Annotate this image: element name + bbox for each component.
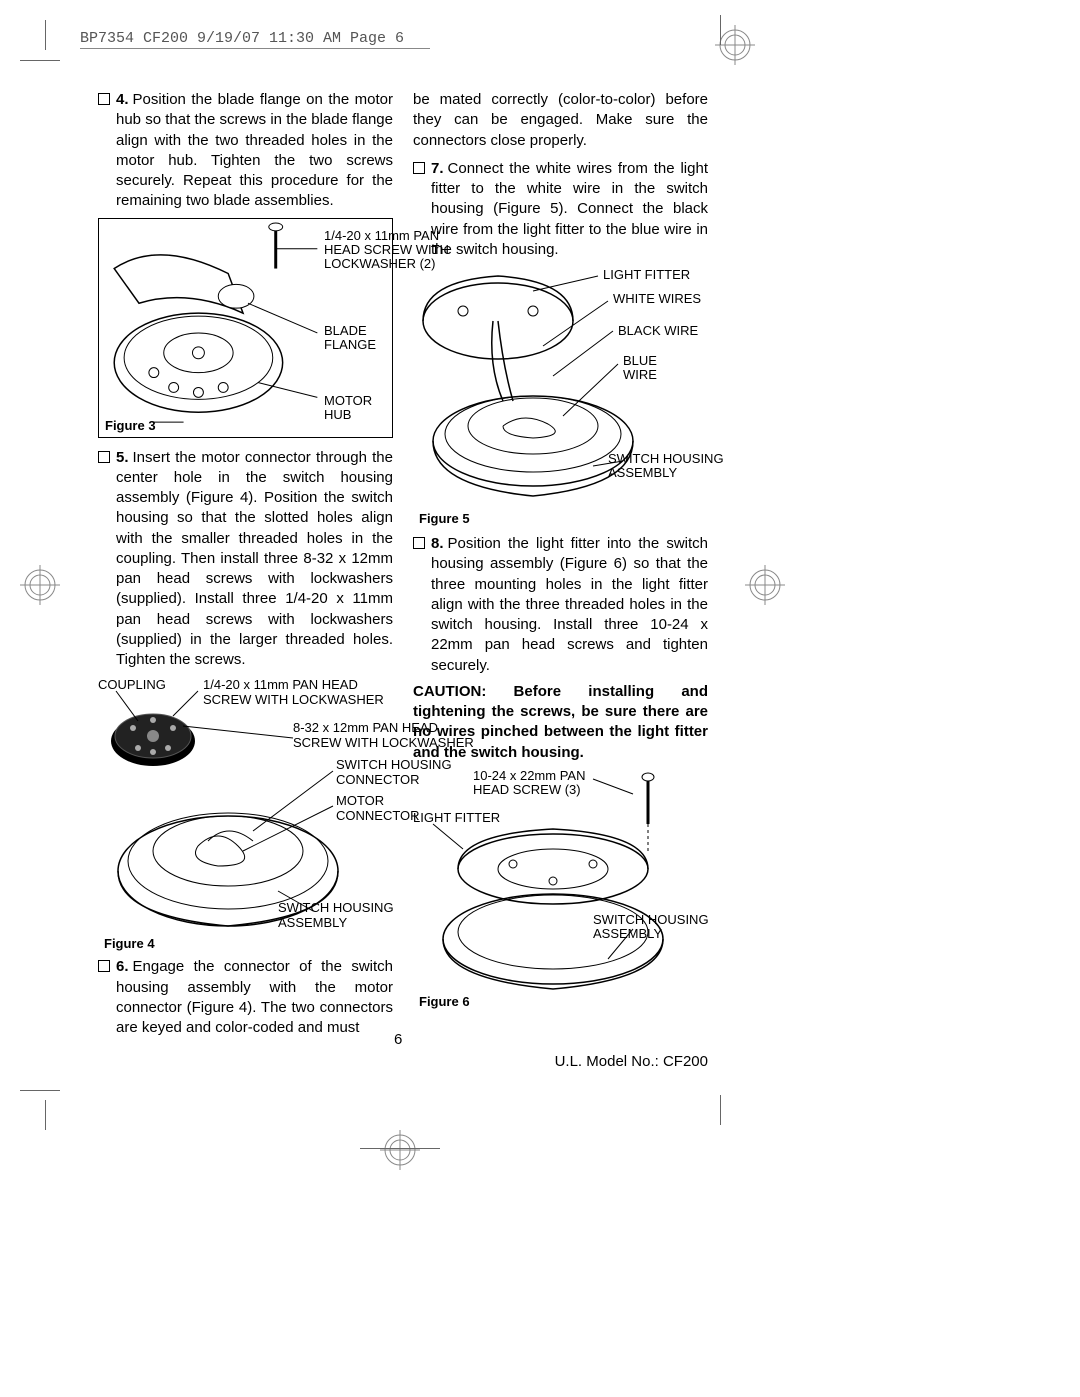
checkbox-icon (98, 960, 110, 972)
model-number: U.L. Model No.: CF200 (555, 1053, 708, 1070)
crop-mark (20, 1090, 60, 1091)
crop-mark (720, 15, 721, 45)
step-number: 4. (116, 91, 129, 108)
crop-mark (360, 1148, 440, 1149)
figure-3-label: Figure 3 (105, 418, 156, 433)
label-shasm6: SWITCH HOUSING ASSEMBLY (593, 913, 709, 942)
caution-text: CAUTION: Before installing and tightenin… (413, 682, 708, 763)
label-shasm4: SWITCH HOUSING ASSEMBLY (278, 901, 394, 930)
label-mconn: MOTOR CONNECTOR (336, 794, 420, 823)
figure-6-label: Figure 6 (419, 994, 470, 1009)
header-underline (80, 48, 430, 49)
registration-mark-top (715, 25, 755, 65)
step-8: 8.Position the light fitter into the swi… (413, 534, 708, 676)
label-blue: BLUE WIRE (623, 354, 657, 383)
checkbox-icon (98, 93, 110, 105)
label-shasm5: SWITCH HOUSING ASSEMBLY (608, 452, 724, 481)
crop-mark (720, 1095, 721, 1125)
step-number: 6. (116, 958, 129, 975)
right-column: be mated correctly (color-to-color) befo… (413, 90, 708, 1044)
figure-6-diagram (413, 769, 708, 1009)
label-coupling: COUPLING (98, 678, 166, 692)
page-content: 4.Position the blade flange on the motor… (98, 90, 708, 1044)
registration-mark-left (20, 565, 60, 605)
label-fitter6: LIGHT FITTER (413, 811, 500, 825)
checkbox-icon (98, 451, 110, 463)
label-screw6: 10-24 x 22mm PAN HEAD SCREW (3) (473, 769, 585, 798)
crop-mark (45, 20, 46, 50)
print-header: BP7354 CF200 9/19/07 11:30 AM Page 6 (80, 30, 404, 47)
label-fitter5: LIGHT FITTER (603, 268, 690, 282)
figure-6: 10-24 x 22mm PAN HEAD SCREW (3) LIGHT FI… (413, 769, 708, 1009)
label-black: BLACK WIRE (618, 324, 698, 338)
figure-5: LIGHT FITTER WHITE WIRES BLACK WIRE BLUE… (413, 266, 708, 526)
step-7: 7.Connect the white wires from the light… (413, 159, 708, 260)
crop-mark (45, 1100, 46, 1130)
label-hub: MOTOR HUB (324, 394, 392, 423)
label-flange: BLADE FLANGE (324, 324, 376, 353)
registration-mark-right (745, 565, 785, 605)
figure-4: COUPLING 1/4-20 x 11mm PAN HEAD SCREW WI… (98, 676, 393, 951)
page-number: 6 (394, 1031, 402, 1048)
left-column: 4.Position the blade flange on the motor… (98, 90, 393, 1044)
step-body: Insert the motor connector through the c… (116, 449, 393, 669)
step-body: Engage the connector of the switch housi… (116, 958, 393, 1036)
checkbox-icon (413, 162, 425, 174)
step-body: Position the blade flange on the motor h… (116, 91, 393, 209)
step-number: 5. (116, 449, 129, 466)
figure-5-label: Figure 5 (419, 511, 470, 526)
crop-mark (20, 60, 60, 61)
step-5: 5.Insert the motor connector through the… (98, 448, 393, 671)
step-number: 7. (431, 160, 444, 177)
step-4: 4.Position the blade flange on the motor… (98, 90, 393, 212)
label-white: WHITE WIRES (613, 292, 701, 306)
registration-mark-bottom (380, 1130, 420, 1170)
checkbox-icon (413, 537, 425, 549)
figure-3: 1/4-20 x 11mm PAN HEAD SCREW WITH LOCKWA… (98, 218, 393, 438)
step-body: Position the light fitter into the switc… (431, 535, 708, 674)
figure-4-label: Figure 4 (104, 936, 155, 951)
label-screw1: 1/4-20 x 11mm PAN HEAD SCREW WITH LOCKWA… (203, 678, 384, 707)
step-number: 8. (431, 535, 444, 552)
step-body: Connect the white wires from the light f… (431, 160, 708, 258)
step-6: 6.Engage the connector of the switch hou… (98, 957, 393, 1038)
step-6-continued: be mated correctly (color-to-color) befo… (413, 90, 708, 151)
